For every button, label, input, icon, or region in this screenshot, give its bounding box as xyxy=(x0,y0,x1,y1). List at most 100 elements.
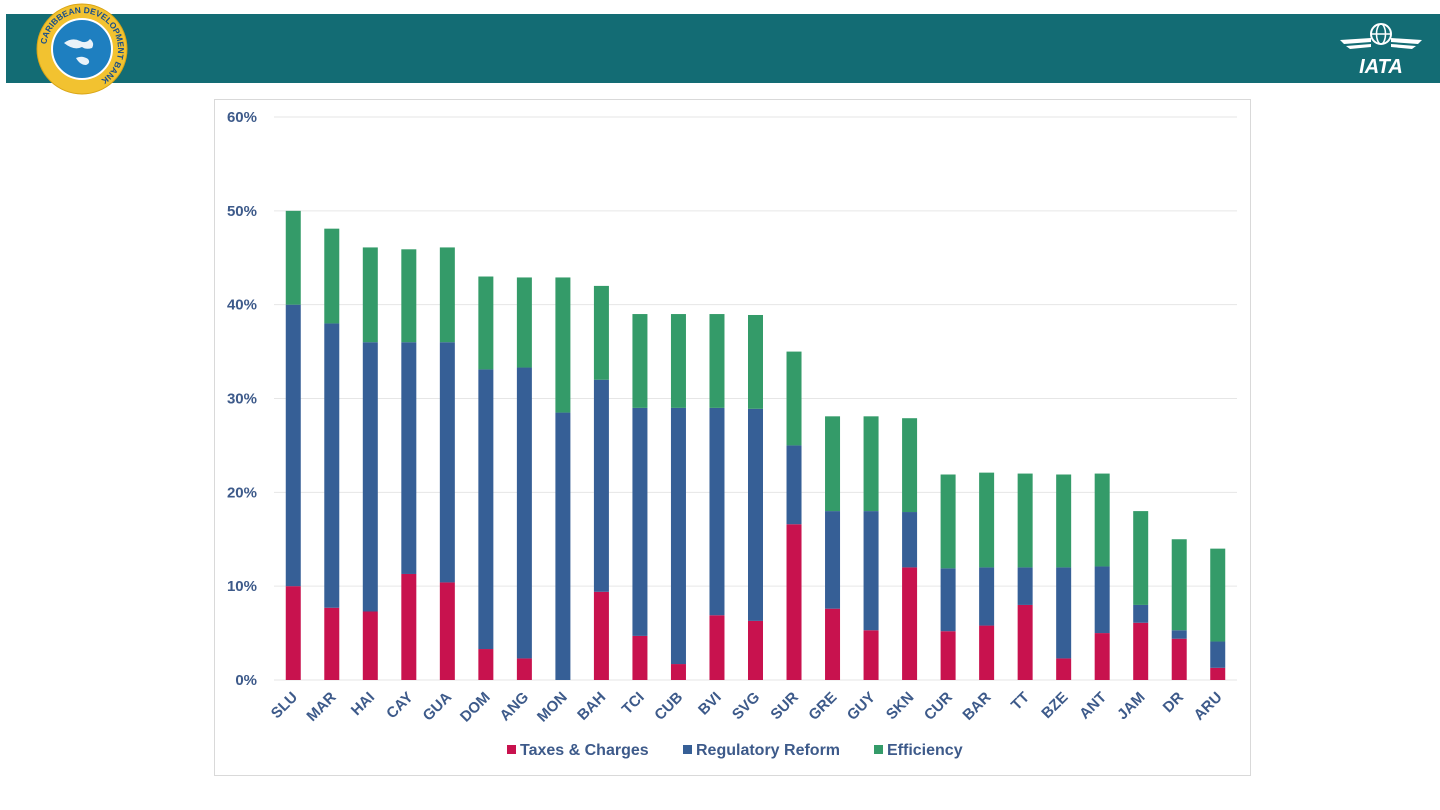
bar-segment xyxy=(1171,638,1187,680)
bar-segment xyxy=(863,416,879,512)
legend-label: Efficiency xyxy=(887,742,963,759)
bar-segment xyxy=(593,591,609,680)
bar-segment xyxy=(1133,604,1149,623)
bar-segment xyxy=(1133,622,1149,680)
bar-segment xyxy=(516,277,532,368)
bar-segment xyxy=(670,664,686,680)
bar-segment xyxy=(748,408,763,621)
bar-segment xyxy=(478,649,494,680)
x-tick-label: SKN xyxy=(883,689,917,723)
bar-segment xyxy=(439,247,455,343)
x-tick-label: ANT xyxy=(1076,689,1110,723)
bar-segment xyxy=(748,620,763,680)
bar-segment xyxy=(1056,474,1072,568)
bar-segment xyxy=(1017,473,1033,568)
bar-segment xyxy=(1210,548,1226,642)
bar-segment xyxy=(478,369,494,650)
bar-segment xyxy=(748,314,763,409)
bar-segment xyxy=(1210,641,1226,668)
y-tick-label: 60% xyxy=(227,109,257,126)
x-tick-label: HAI xyxy=(348,689,378,719)
x-tick-label: GRE xyxy=(805,689,840,724)
y-tick-label: 20% xyxy=(227,484,257,501)
bar-segment xyxy=(632,314,648,408)
legend-label: Taxes & Charges xyxy=(520,742,649,759)
bar-segment xyxy=(324,228,340,324)
x-tick-label: MAR xyxy=(303,689,339,725)
x-tick-label: CUR xyxy=(921,689,956,724)
chart-panel: 0% 10% 20% 30% 40% 50% 60% SLU MAR HAI CAY GUA DOM AN… xyxy=(214,99,1251,776)
x-tick-label: TCI xyxy=(619,689,648,718)
bar-segment xyxy=(902,512,918,568)
bar-segment xyxy=(825,608,841,680)
bar-segment xyxy=(1056,658,1072,680)
bar-segment xyxy=(285,304,301,587)
legend-swatch xyxy=(874,745,883,754)
x-tick-label: GUY xyxy=(844,689,879,724)
bar-segment xyxy=(439,342,455,583)
caribbean-development-bank-logo: CARIBBEAN DEVELOPMENT BANK xyxy=(36,3,128,95)
bar-segment xyxy=(1094,473,1110,567)
y-tick-label: 30% xyxy=(227,391,257,408)
header-band xyxy=(6,14,1440,83)
bar-segment xyxy=(593,379,609,592)
bar-segment xyxy=(285,586,301,680)
bar-segment xyxy=(401,342,417,574)
x-tick-label: BAR xyxy=(959,689,994,724)
y-tick-label: 40% xyxy=(227,297,257,314)
bar-segment xyxy=(863,630,879,680)
y-tick-label: 0% xyxy=(235,672,257,689)
bar-segment xyxy=(786,524,802,680)
bar-segment xyxy=(1210,667,1226,680)
bar-segment xyxy=(516,367,532,659)
bar-segment xyxy=(439,582,455,680)
bar-segment xyxy=(555,412,571,680)
bar-segment xyxy=(825,416,841,512)
x-tick-label: TT xyxy=(1008,689,1033,714)
bar-segment xyxy=(593,285,609,380)
bar-segment xyxy=(362,611,378,680)
bar-segment xyxy=(786,351,802,446)
x-tick-label: SLU xyxy=(268,689,301,722)
bar-segment xyxy=(362,342,378,612)
bar-segment xyxy=(1056,567,1072,659)
bar-segment xyxy=(979,625,995,680)
bar-segment xyxy=(1171,630,1187,639)
iata-logo-text: IATA xyxy=(1359,56,1403,76)
bar-segment xyxy=(1017,604,1033,680)
bar-segment xyxy=(979,472,995,568)
bar-segment xyxy=(362,247,378,343)
x-tick-label: CAY xyxy=(383,689,416,722)
x-tick-label: ANG xyxy=(497,689,533,725)
x-tick-label: BZE xyxy=(1038,689,1071,722)
x-tick-label: ARU xyxy=(1191,689,1226,724)
y-tick-label: 10% xyxy=(227,578,257,595)
stacked-bar-chart: 0%10%20%30%40%50%60%SLU MAR HAI CAY GUA DOM AN… xyxy=(227,109,1237,759)
bar-segment xyxy=(670,407,686,665)
bar-segment xyxy=(1133,511,1149,605)
bar-segment xyxy=(670,314,686,408)
bar-segment xyxy=(940,474,956,569)
x-tick-label: SVG xyxy=(729,689,763,723)
x-tick-label: GUA xyxy=(420,689,456,725)
legend-label: Regulatory Reform xyxy=(696,742,840,759)
y-tick-label: 50% xyxy=(227,203,257,220)
bar-segment xyxy=(1094,633,1110,680)
bar-segment xyxy=(979,567,995,626)
bar-segment xyxy=(555,277,571,413)
x-tick-label: CUB xyxy=(651,689,686,724)
bar-segment xyxy=(1094,566,1110,634)
bar-segment xyxy=(940,631,956,680)
bar-segment xyxy=(709,407,725,616)
bar-segment xyxy=(825,511,841,609)
bar-segment xyxy=(1171,539,1187,631)
bar-segment xyxy=(1017,567,1033,605)
legend-swatch xyxy=(683,745,692,754)
x-tick-label: DOM xyxy=(457,689,494,726)
iata-logo: IATA xyxy=(1340,23,1422,76)
bar-segment xyxy=(285,210,301,305)
x-tick-label: DR xyxy=(1160,689,1187,716)
bar-segment xyxy=(902,567,918,680)
bar-segment xyxy=(709,615,725,680)
bar-segment xyxy=(324,323,340,608)
